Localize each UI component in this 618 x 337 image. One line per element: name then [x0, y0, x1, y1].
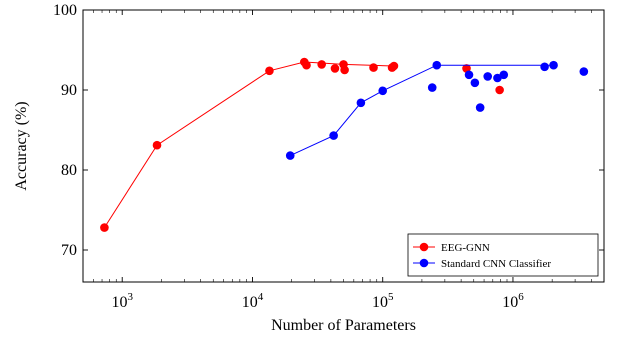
- y-tick-label: 90: [61, 82, 77, 99]
- y-tick-label: 80: [61, 162, 77, 179]
- data-point: [540, 62, 549, 72]
- series-layer: [100, 57, 589, 232]
- data-point: [427, 83, 437, 92]
- data-point: [317, 60, 326, 69]
- x-axis-label: Number of Parameters: [271, 317, 416, 334]
- data-point: [302, 60, 311, 70]
- legend-marker: [419, 242, 429, 252]
- data-point: [432, 60, 442, 70]
- x-tick-label-base: 10: [372, 294, 388, 311]
- legend-label: EEG-GNN: [441, 242, 490, 254]
- data-point: [389, 61, 399, 71]
- data-point: [356, 98, 366, 108]
- data-point: [378, 86, 388, 96]
- series-line: [103, 61, 394, 228]
- data-point: [493, 73, 502, 83]
- data-point: [100, 223, 109, 232]
- legend: EEG-GNN Standard CNN Classifier: [407, 233, 599, 277]
- data-point: [549, 60, 558, 70]
- data-point: [579, 67, 589, 76]
- data-point: [285, 151, 295, 160]
- series-line: [290, 64, 553, 157]
- data-point: [340, 65, 349, 75]
- x-tick-label: 105: [372, 291, 394, 311]
- data-point: [464, 70, 474, 80]
- data-point: [470, 78, 480, 88]
- x-tick-label-exponent: 3: [127, 291, 133, 303]
- legend-marker: [419, 258, 429, 268]
- y-tick-label: 100: [53, 2, 77, 19]
- data-point: [330, 64, 340, 73]
- x-tick-label-exponent: 4: [258, 291, 264, 303]
- x-tick-label-exponent: 5: [388, 291, 394, 303]
- data-point: [495, 85, 504, 95]
- data-point: [265, 66, 274, 76]
- x-tick-label-exponent: 6: [518, 291, 524, 303]
- series-1: [285, 60, 589, 160]
- x-tick-label: 104: [242, 291, 264, 311]
- y-axis-label: Accuracy (%): [13, 101, 30, 190]
- x-tick-label: 106: [502, 291, 524, 311]
- legend-label: Standard CNN Classifier: [441, 258, 551, 270]
- legend-box: [407, 233, 599, 277]
- data-point: [152, 140, 162, 150]
- data-point: [499, 70, 509, 80]
- series-0: [100, 57, 504, 232]
- x-tick-label: 103: [111, 291, 133, 311]
- x-tick-label-base: 10: [502, 294, 518, 311]
- data-point: [475, 103, 485, 112]
- data-point: [329, 131, 338, 140]
- y-tick-label: 70: [61, 242, 77, 259]
- data-point: [483, 72, 493, 81]
- x-tick-label-base: 10: [111, 294, 127, 311]
- x-tick-label-base: 10: [242, 294, 258, 311]
- data-point: [369, 63, 378, 72]
- plot-frame: [82, 9, 605, 283]
